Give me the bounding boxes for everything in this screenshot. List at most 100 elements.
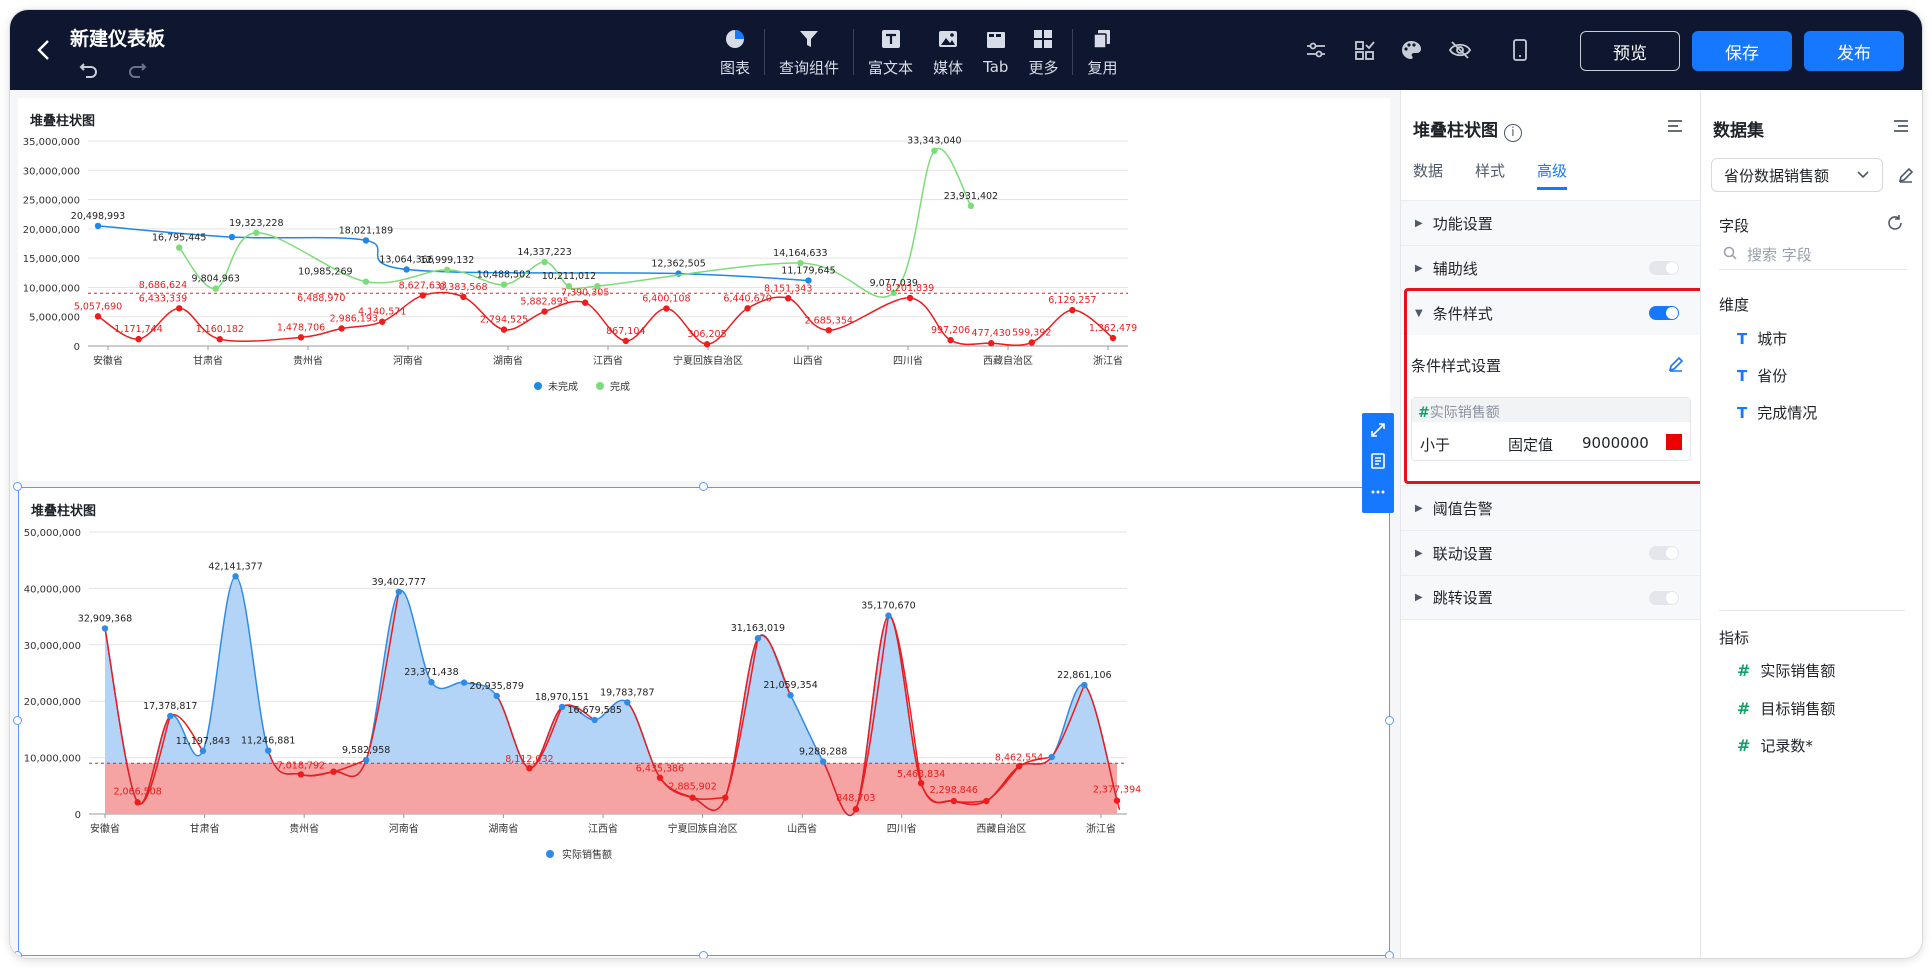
tab-data[interactable]: 数据 bbox=[1413, 162, 1444, 180]
collapse-dataset-icon[interactable] bbox=[1892, 118, 1910, 138]
tool-tab[interactable]: Tab bbox=[973, 22, 1018, 82]
dataset-selected: 省份数据销售额 bbox=[1724, 166, 1830, 185]
tool-reuse[interactable]: 复用 bbox=[1077, 22, 1127, 82]
dimension-item[interactable]: T 城市 bbox=[1737, 329, 1788, 349]
data-label: 42,141,377 bbox=[208, 561, 262, 572]
data-label: 12,362,505 bbox=[651, 259, 705, 270]
field-search-input[interactable]: 搜索 字段 bbox=[1719, 240, 1907, 270]
data-point bbox=[890, 289, 897, 297]
tool-media[interactable]: 媒体 bbox=[923, 22, 973, 82]
more-icon[interactable] bbox=[1369, 483, 1387, 505]
resize-handle[interactable] bbox=[1385, 951, 1394, 958]
note-icon[interactable] bbox=[1369, 452, 1387, 474]
x-tick-label: 山西省 bbox=[787, 822, 817, 835]
data-label: 5,057,690 bbox=[74, 301, 122, 312]
save-button[interactable]: 保存 bbox=[1692, 31, 1792, 71]
eye-off-icon[interactable] bbox=[1444, 34, 1476, 66]
measure-label: 指标 bbox=[1719, 629, 1750, 647]
y-tick-label: 20,000,000 bbox=[23, 225, 80, 236]
sliders-icon[interactable] bbox=[1300, 34, 1332, 66]
jump-toggle[interactable] bbox=[1649, 591, 1679, 605]
edit-icon[interactable] bbox=[1667, 355, 1685, 377]
line-chart-card[interactable]: 堆叠柱状图 35,000,000 30,000,000 25,000,000 20,0… bbox=[18, 98, 1390, 481]
data-point bbox=[917, 779, 925, 787]
resize-handle[interactable] bbox=[13, 951, 22, 958]
data-label: 8,686,624 bbox=[139, 280, 187, 291]
measure-item[interactable]: # 实际销售额 bbox=[1737, 661, 1836, 680]
data-label: 33,343,040 bbox=[907, 136, 961, 147]
resize-handle[interactable] bbox=[13, 482, 22, 491]
mobile-icon[interactable] bbox=[1504, 34, 1536, 66]
data-point bbox=[805, 277, 812, 284]
tab-style[interactable]: 样式 bbox=[1475, 162, 1506, 180]
preview-button[interactable]: 预览 bbox=[1580, 31, 1680, 71]
publish-button[interactable]: 发布 bbox=[1804, 31, 1904, 71]
data-point bbox=[1081, 681, 1088, 689]
section-auxiliary-line[interactable]: ▶ 辅助线 bbox=[1401, 245, 1701, 290]
conditional-style-toggle[interactable] bbox=[1649, 306, 1679, 320]
data-label: 2,298,846 bbox=[930, 785, 978, 796]
dashboard-canvas: 堆叠柱状图 35,000,000 30,000,000 25,000,000 20,0… bbox=[10, 90, 1400, 958]
chevron-down-icon bbox=[1856, 167, 1870, 185]
linkage-toggle[interactable] bbox=[1649, 546, 1679, 560]
layout-check-icon[interactable] bbox=[1348, 34, 1380, 66]
edit-dataset-icon[interactable] bbox=[1897, 166, 1915, 188]
data-point bbox=[228, 233, 236, 241]
dataset-select[interactable]: 省份数据销售额 bbox=[1711, 158, 1883, 192]
data-label: 31,163,019 bbox=[731, 623, 785, 634]
auxiliary-line-toggle[interactable] bbox=[1649, 261, 1679, 275]
section-threshold-alert[interactable]: ▶ 阈值告警 bbox=[1401, 485, 1701, 530]
resize-handle[interactable] bbox=[1385, 716, 1394, 725]
data-point bbox=[558, 703, 566, 711]
x-tick-label: 浙江省 bbox=[1086, 822, 1116, 835]
dimension-item[interactable]: T 省份 bbox=[1737, 366, 1788, 386]
measure-item[interactable]: # 记录数* bbox=[1737, 736, 1813, 755]
data-label: 17,378,817 bbox=[143, 701, 197, 712]
dashboard-title[interactable]: 新建仪表板 bbox=[70, 28, 166, 50]
tool-query[interactable]: 查询组件 bbox=[769, 22, 849, 82]
data-label: 19,783,787 bbox=[600, 687, 654, 698]
data-point bbox=[541, 258, 548, 266]
redo-icon[interactable] bbox=[126, 58, 148, 85]
conditional-style-body: 条件样式设置 #实际销售额 小于 固定值 9000000 bbox=[1401, 335, 1701, 485]
section-linkage[interactable]: ▶ 联动设置 bbox=[1401, 530, 1701, 575]
undo-icon[interactable] bbox=[78, 58, 100, 85]
area-chart-card[interactable]: 堆叠柱状图 50,000,000 40,000,000 30,000,000 20,0… bbox=[18, 487, 1390, 956]
data-label: 9,582,958 bbox=[342, 745, 390, 756]
tool-richtext[interactable]: 富文本 bbox=[858, 22, 923, 82]
legend-marker bbox=[534, 382, 542, 390]
tool-chart[interactable]: 图表 bbox=[710, 22, 760, 82]
tool-richtext-label: 富文本 bbox=[868, 58, 914, 77]
cond-value: 9000000 bbox=[1582, 434, 1649, 452]
back-icon[interactable] bbox=[30, 36, 58, 64]
y-tick-label: 50,000,000 bbox=[24, 528, 81, 539]
data-point bbox=[656, 774, 664, 781]
refresh-icon[interactable] bbox=[1886, 214, 1904, 236]
collapse-panel-icon[interactable] bbox=[1666, 118, 1684, 138]
data-label: 867,104 bbox=[606, 326, 645, 337]
cond-color-swatch[interactable] bbox=[1666, 434, 1682, 450]
condition-rule[interactable]: #实际销售额 小于 固定值 9000000 bbox=[1411, 397, 1691, 461]
tab-advanced[interactable]: 高级 bbox=[1537, 160, 1568, 190]
info-icon[interactable]: i bbox=[1503, 124, 1522, 142]
section-conditional-style[interactable]: ▼ 条件样式 bbox=[1401, 290, 1701, 335]
measure-item[interactable]: # 目标销售额 bbox=[1737, 699, 1836, 718]
area-chart: 50,000,000 40,000,000 30,000,000 20,000,000… bbox=[24, 528, 1141, 861]
palette-icon[interactable] bbox=[1396, 34, 1428, 66]
dimension-item[interactable]: T 完成情况 bbox=[1737, 403, 1818, 423]
resize-handle[interactable] bbox=[13, 716, 22, 725]
data-point bbox=[419, 292, 426, 299]
resize-handle[interactable] bbox=[699, 482, 708, 491]
section-function-settings[interactable]: ▶ 功能设置 bbox=[1401, 200, 1701, 245]
y-tick-label: 25,000,000 bbox=[23, 196, 80, 207]
below-threshold-segment bbox=[137, 714, 204, 805]
data-point bbox=[526, 765, 533, 772]
expand-icon[interactable] bbox=[1369, 421, 1387, 443]
x-tick-label: 四川省 bbox=[887, 822, 917, 835]
tool-more[interactable]: 更多 bbox=[1018, 22, 1068, 82]
resize-handle[interactable] bbox=[699, 951, 708, 958]
tab-icon bbox=[984, 28, 1008, 52]
chart-settings-panel: 堆叠柱状图 i 数据 样式 高级 ▶ 功能设置 ▶ 辅助线 ▼ 条件样式 条件样式设置… bbox=[1400, 90, 1701, 958]
data-point bbox=[1048, 753, 1055, 761]
section-jump[interactable]: ▶ 跳转设置 bbox=[1401, 575, 1701, 620]
